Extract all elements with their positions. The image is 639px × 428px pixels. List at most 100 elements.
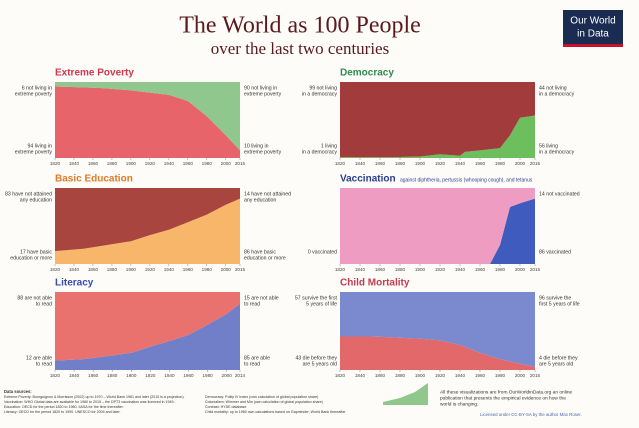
panel-title: Extreme Poverty xyxy=(55,68,134,79)
annotation: 5 years of life xyxy=(306,301,337,307)
footer-source: Contrast: HYDE database xyxy=(205,405,246,409)
x-tick-label: 1860 xyxy=(375,161,386,166)
annotation: in a democracy xyxy=(539,149,575,155)
footer-source: Child mortality: up to 1960 own calculat… xyxy=(205,410,346,414)
panel-title: Democracy xyxy=(340,68,394,79)
x-tick-label: 1920 xyxy=(145,373,156,378)
area xyxy=(55,86,240,158)
footer-about: publication that presents the empirical … xyxy=(440,395,566,401)
annotation: 10 living in xyxy=(244,143,269,149)
panel-title: Literacy xyxy=(55,278,94,289)
annotation: 1 living xyxy=(321,143,337,149)
footer-source: Democracy: Polity IV Index (own calculat… xyxy=(205,395,318,399)
x-tick-label: 1880 xyxy=(395,373,406,378)
logo xyxy=(563,10,623,46)
annotation: 99 not living xyxy=(309,85,337,91)
annotation: extreme poverty xyxy=(244,149,282,155)
x-tick-label: 1880 xyxy=(107,267,118,272)
x-tick-label: 1980 xyxy=(202,373,213,378)
x-tick-label: 1880 xyxy=(395,161,406,166)
x-tick-label: 1960 xyxy=(475,161,486,166)
area xyxy=(340,82,535,158)
annotation: to read xyxy=(36,361,52,367)
x-tick-label: 1900 xyxy=(415,267,426,272)
x-tick-label: 1980 xyxy=(202,161,213,166)
x-tick-label: 2000 xyxy=(515,373,526,378)
annotation: in a democracy xyxy=(302,91,338,97)
x-tick-label: 1960 xyxy=(183,267,194,272)
annotation: 88 are not able xyxy=(17,295,52,301)
x-tick-label: 1840 xyxy=(69,373,80,378)
annotation: 85 are able xyxy=(244,355,270,361)
title: The World as 100 People xyxy=(179,13,421,39)
x-tick-label: 2014 xyxy=(235,373,246,378)
x-tick-label: 1980 xyxy=(495,267,506,272)
x-tick-label: 1880 xyxy=(107,161,118,166)
x-tick-label: 1920 xyxy=(435,373,446,378)
x-tick-label: 1860 xyxy=(88,267,99,272)
x-tick-label: 1920 xyxy=(435,161,446,166)
x-tick-label: 1980 xyxy=(495,161,506,166)
annotation: 0 vaccinated xyxy=(308,249,337,255)
logo-bar xyxy=(563,44,623,47)
footer-source: Vaccination: WHO Global data are availab… xyxy=(4,400,175,404)
x-tick-label: 1920 xyxy=(145,267,156,272)
x-tick-label: 1940 xyxy=(164,161,175,166)
x-tick-label: 1820 xyxy=(335,161,346,166)
annotation: 94 living in xyxy=(27,143,52,149)
panel-title: Child Mortality xyxy=(340,278,410,289)
annotation: 90 not living in xyxy=(244,85,277,91)
footer-source: Literacy: OECD for the period 1820 to 19… xyxy=(4,410,120,414)
x-tick-label: 1820 xyxy=(50,373,61,378)
annotation: 17 have basic xyxy=(20,249,52,255)
x-tick-label: 1860 xyxy=(375,373,386,378)
area xyxy=(340,292,535,367)
area xyxy=(55,188,240,252)
annotation: 44 not living xyxy=(539,85,567,91)
annotation: 43 die before they xyxy=(295,355,337,361)
footer-license: Licensed under CC-BY-SA by the author Ma… xyxy=(480,412,582,417)
x-tick-label: 2015 xyxy=(530,373,541,378)
annotation: to read xyxy=(244,361,260,367)
area xyxy=(340,115,535,158)
annotation: in a democracy xyxy=(302,149,338,155)
x-tick-label: 1920 xyxy=(435,267,446,272)
x-tick-label: 1820 xyxy=(335,267,346,272)
x-tick-label: 1960 xyxy=(183,373,194,378)
annotation: any education xyxy=(244,197,276,203)
annotation: to read xyxy=(244,301,260,307)
annotation: 15 are not able xyxy=(244,295,279,301)
annotation: first 5 years of life xyxy=(539,301,580,307)
x-tick-label: 1840 xyxy=(355,161,366,166)
annotation: are 5 years old xyxy=(539,361,573,367)
annotation: education or more xyxy=(244,255,286,261)
x-tick-label: 1880 xyxy=(107,373,118,378)
x-tick-label: 1940 xyxy=(164,373,175,378)
x-tick-label: 1860 xyxy=(88,161,99,166)
annotation: 86 have basic xyxy=(244,249,276,255)
x-tick-label: 1940 xyxy=(455,267,466,272)
x-tick-label: 1900 xyxy=(126,161,137,166)
x-tick-label: 1840 xyxy=(69,267,80,272)
x-tick-label: 2015 xyxy=(235,161,246,166)
x-tick-label: 1900 xyxy=(126,373,137,378)
x-tick-label: 1820 xyxy=(335,373,346,378)
footer-source: Colonialism: Wimmer and Min (own calcula… xyxy=(205,400,323,404)
annotation: education or more xyxy=(10,255,52,261)
annotation: 4 die before they xyxy=(539,355,578,361)
annotation: to read xyxy=(36,301,52,307)
footer-source: Data sources: xyxy=(4,389,32,394)
annotation: 57 survive the first xyxy=(295,295,338,301)
x-tick-label: 1980 xyxy=(202,267,213,272)
logo-text: in Data xyxy=(577,29,609,40)
footer-about: All these visualizations are from OurWor… xyxy=(440,389,572,395)
x-tick-label: 1980 xyxy=(495,373,506,378)
x-tick-label: 1900 xyxy=(415,161,426,166)
x-tick-label: 1860 xyxy=(375,267,386,272)
x-tick-label: 1940 xyxy=(164,267,175,272)
x-tick-label: 2000 xyxy=(221,267,232,272)
x-tick-label: 2000 xyxy=(515,161,526,166)
annotation: extreme poverty xyxy=(244,91,282,97)
annotation: 56 living xyxy=(539,143,558,149)
x-tick-label: 1840 xyxy=(355,267,366,272)
